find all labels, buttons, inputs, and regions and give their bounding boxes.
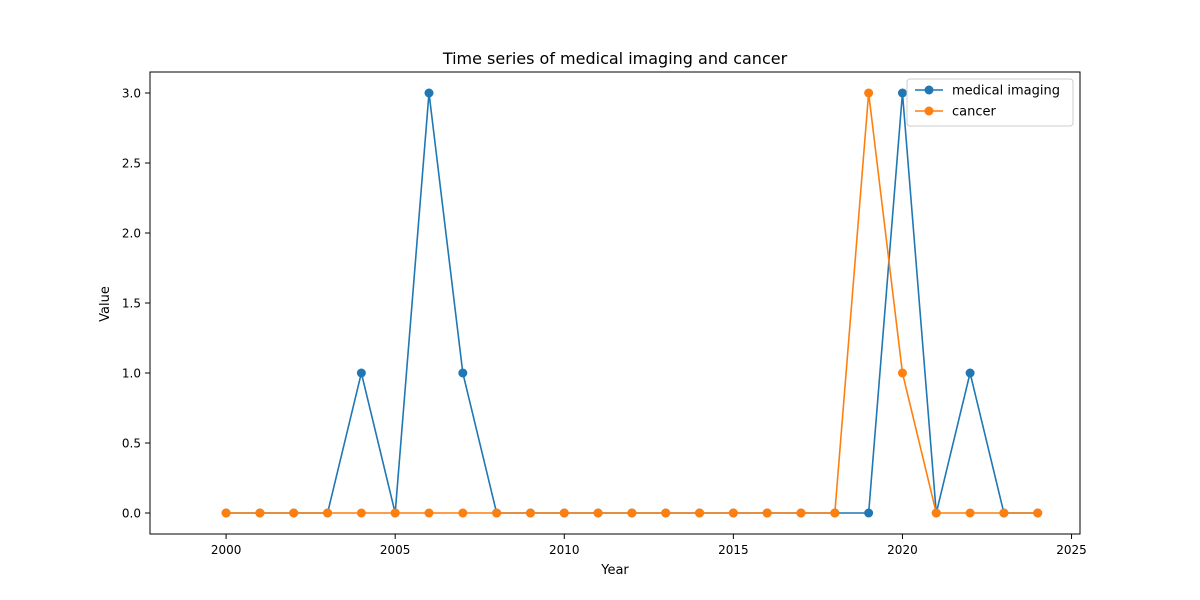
plot-area: [221, 88, 1043, 518]
legend-marker-1: [924, 106, 934, 116]
data-point-1-17: [796, 508, 806, 518]
data-point-1-23: [999, 508, 1009, 518]
data-point-1-8: [492, 508, 502, 518]
data-point-1-4: [356, 508, 366, 518]
data-point-1-19: [864, 88, 874, 98]
plot-frame: [149, 71, 1081, 535]
x-tick-label: 2005: [380, 543, 411, 557]
legend: medical imaging cancer: [906, 78, 1074, 127]
data-point-0-19: [864, 508, 874, 518]
data-point-1-5: [390, 508, 400, 518]
series-line-1: [226, 92, 1038, 514]
data-point-1-14: [695, 508, 705, 518]
x-tick-label: 2025: [1056, 543, 1087, 557]
data-point-1-24: [1033, 508, 1043, 518]
data-point-0-7: [458, 368, 468, 378]
y-tick-label: 0.0: [122, 507, 141, 521]
x-tick-label: 2015: [718, 543, 749, 557]
y-tick-label: 1.0: [122, 367, 141, 381]
legend-label-1: cancer: [952, 105, 996, 120]
y-tick-label: 2.0: [122, 227, 141, 241]
data-point-0-4: [356, 368, 366, 378]
x-axis-label: Year: [600, 563, 629, 578]
data-point-0-6: [424, 88, 434, 98]
data-point-0-20: [897, 88, 907, 98]
y-tick-label: 3.0: [122, 87, 141, 101]
data-point-1-0: [221, 508, 231, 518]
data-point-1-6: [424, 508, 434, 518]
legend-label-0: medical imaging: [952, 84, 1060, 99]
axes: 2000 2005 2010 2015 2020 2025 0.0 0.5 1.0 1.5 2.0 2…: [122, 71, 1087, 557]
data-point-1-10: [559, 508, 569, 518]
legend-box: [906, 78, 1074, 127]
data-point-1-22: [965, 508, 975, 518]
data-point-1-1: [255, 508, 265, 518]
y-axis-label: Value: [98, 286, 113, 322]
x-tick-label: 2010: [549, 543, 580, 557]
y-tick-label: 1.5: [122, 297, 141, 311]
legend-marker-0: [924, 85, 934, 95]
data-point-1-13: [661, 508, 671, 518]
data-point-1-12: [627, 508, 637, 518]
data-point-1-7: [458, 508, 468, 518]
data-point-1-9: [525, 508, 535, 518]
data-point-1-3: [323, 508, 333, 518]
data-point-0-22: [965, 368, 975, 378]
y-tick-label: 0.5: [122, 437, 141, 451]
series-line-0: [226, 92, 1038, 514]
chart-title: Time series of medical imaging and cance…: [442, 49, 788, 68]
data-point-1-20: [897, 368, 907, 378]
data-point-1-2: [289, 508, 299, 518]
data-point-1-21: [931, 508, 941, 518]
data-point-1-15: [728, 508, 738, 518]
x-tick-label: 2000: [211, 543, 242, 557]
data-point-1-18: [830, 508, 840, 518]
data-point-1-16: [762, 508, 772, 518]
x-tick-label: 2020: [887, 543, 918, 557]
data-point-1-11: [593, 508, 603, 518]
y-tick-label: 2.5: [122, 157, 141, 171]
